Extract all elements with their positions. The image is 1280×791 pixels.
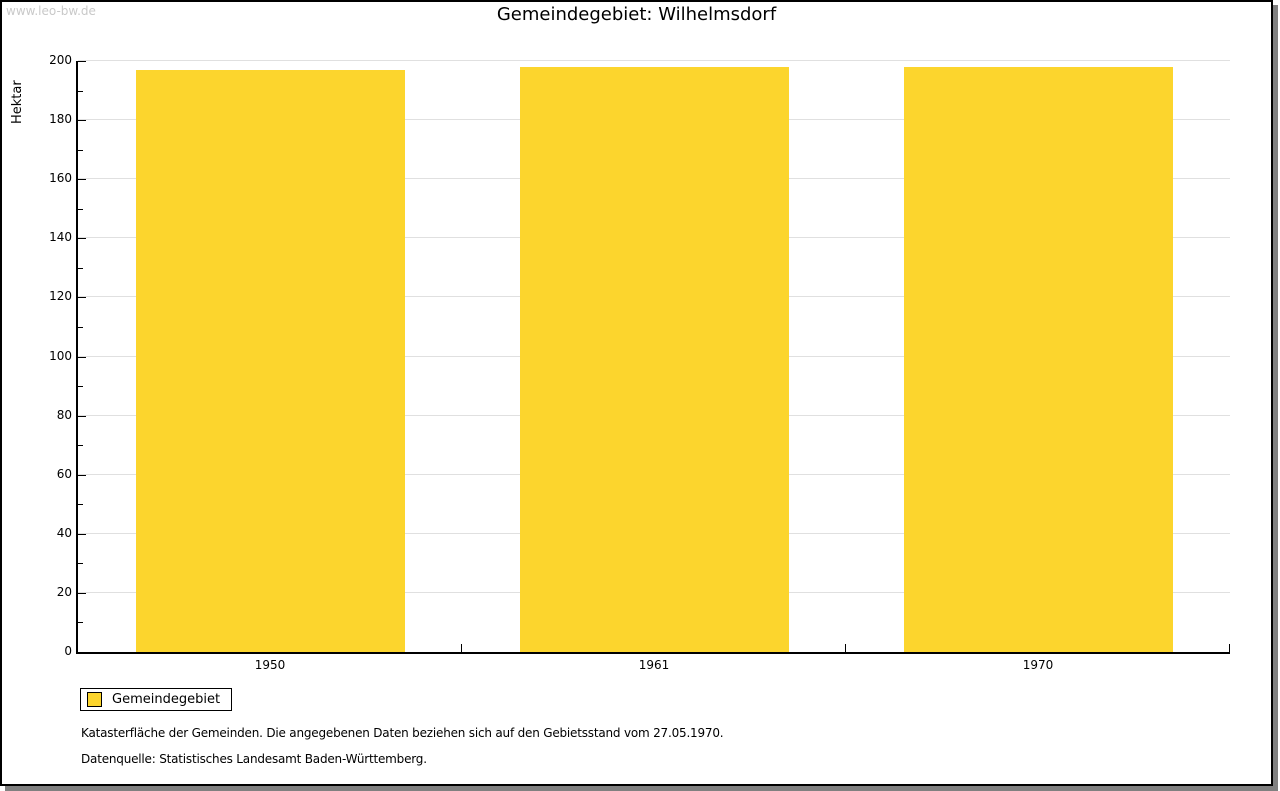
footnote-description: Katasterfläche der Gemeinden. Die angege…: [81, 726, 724, 740]
y-tick-label: 80: [56, 408, 72, 422]
y-tick-label: 20: [56, 585, 72, 599]
y-minor-tick: [78, 91, 83, 92]
x-axis-line: [76, 652, 1230, 654]
y-major-tick: [78, 238, 86, 239]
y-major-tick: [78, 179, 86, 180]
y-tick-label: 100: [49, 349, 72, 363]
page-title: Gemeindegebiet: Wilhelmsdorf: [496, 4, 777, 25]
bar: [520, 67, 789, 652]
gridline: [78, 60, 1230, 61]
y-major-tick: [78, 534, 86, 535]
legend-swatch-icon: [87, 692, 102, 707]
x-tick-label: 1950: [254, 658, 286, 672]
category-tick: [845, 644, 846, 652]
y-minor-tick: [78, 622, 83, 623]
bar: [904, 67, 1173, 652]
y-minor-tick: [78, 150, 83, 151]
y-major-tick: [78, 61, 86, 62]
y-minor-tick: [78, 563, 83, 564]
x-tick-label: 1970: [1022, 658, 1054, 672]
y-tick-label: 180: [49, 112, 72, 126]
y-major-tick: [78, 297, 86, 298]
y-tick-label: 160: [49, 171, 72, 185]
watermark: www.leo-bw.de: [6, 4, 96, 18]
legend: Gemeindegebiet: [80, 688, 232, 711]
y-minor-tick: [78, 386, 83, 387]
y-tick-label: 140: [49, 230, 72, 244]
y-minor-tick: [78, 327, 83, 328]
y-tick-label: 60: [56, 467, 72, 481]
y-minor-tick: [78, 504, 83, 505]
y-major-tick: [78, 593, 86, 594]
y-major-tick: [78, 475, 86, 476]
y-tick-label: 120: [49, 289, 72, 303]
y-major-tick: [78, 120, 86, 121]
y-tick-label: 0: [64, 644, 72, 658]
y-major-tick: [78, 357, 86, 358]
footnote-source: Datenquelle: Statistisches Landesamt Bad…: [81, 752, 427, 766]
legend-label: Gemeindegebiet: [112, 692, 221, 707]
category-tick: [461, 644, 462, 652]
y-minor-tick: [78, 209, 83, 210]
y-axis-line: [76, 61, 78, 654]
bar: [136, 70, 405, 652]
x-tick-label: 1961: [638, 658, 670, 672]
y-tick-label: 200: [49, 53, 72, 67]
y-minor-tick: [78, 268, 83, 269]
y-major-tick: [78, 416, 86, 417]
y-tick-label: 40: [56, 526, 72, 540]
category-tick: [1229, 644, 1230, 652]
y-minor-tick: [78, 445, 83, 446]
